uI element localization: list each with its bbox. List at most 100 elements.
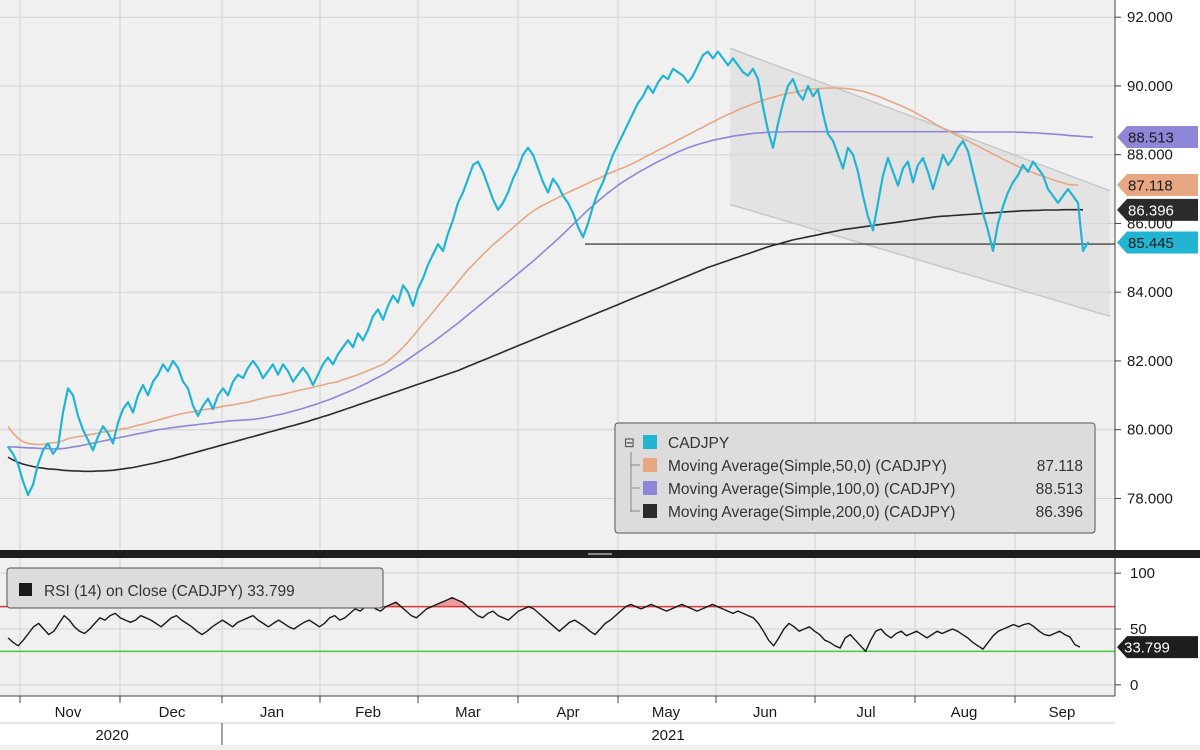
price-tag-label: 88.513: [1128, 130, 1174, 147]
price-point: [907, 160, 909, 163]
price-point: [1002, 205, 1004, 208]
price-point: [1047, 188, 1049, 190]
panel-divider-grip: [588, 553, 612, 555]
price-tick-label: 78.000: [1127, 490, 1173, 507]
price-point: [1072, 195, 1074, 197]
price-point: [1012, 181, 1014, 184]
price-point: [1057, 201, 1059, 204]
price-point: [462, 191, 464, 194]
price-point: [122, 408, 124, 410]
price-point: [912, 181, 914, 184]
price-point: [322, 363, 324, 366]
price-point: [497, 208, 499, 211]
price-point: [767, 129, 769, 132]
price-point: [977, 191, 979, 194]
price-point: [217, 394, 219, 397]
price-point: [1007, 191, 1009, 194]
price-point: [827, 133, 829, 135]
price-point: [617, 143, 619, 146]
price-point: [792, 78, 794, 80]
rsi-tick-label: 0: [1130, 677, 1138, 694]
price-point: [197, 415, 199, 417]
price-point: [902, 167, 904, 170]
price-point: [567, 201, 569, 204]
price-point: [657, 81, 659, 84]
price-point: [587, 222, 589, 225]
price-point: [1032, 160, 1034, 163]
price-point: [192, 404, 194, 407]
price-point: [387, 305, 389, 307]
price-point: [472, 164, 474, 166]
price-tag: 88.513: [1117, 126, 1198, 149]
price-point: [862, 195, 864, 197]
price-point: [1017, 174, 1019, 177]
descending-channel: [730, 48, 1110, 317]
legend-box: ⊟ CADJPY Moving Average(Simple,50,0) (CADJ…: [614, 422, 1096, 534]
price-point: [707, 50, 709, 53]
price-point: [607, 167, 609, 170]
price-point: [132, 411, 134, 414]
price-point: [507, 191, 509, 194]
price-point: [1052, 195, 1054, 197]
price-point: [982, 212, 984, 215]
legend-frame: [614, 422, 1096, 534]
month-label: Jul: [856, 704, 875, 721]
price-point: [337, 353, 339, 355]
price-point: [837, 153, 839, 156]
price-point: [377, 308, 379, 311]
price-point: [782, 102, 784, 105]
price-point: [927, 170, 929, 173]
legend-swatch: [643, 458, 657, 472]
price-point: [597, 191, 599, 194]
price-point: [262, 377, 264, 380]
legend-swatch: [643, 504, 657, 518]
year-label: 2021: [651, 727, 684, 744]
price-point: [527, 146, 529, 149]
price-point: [747, 74, 749, 77]
price-point: [82, 428, 84, 431]
price-point: [437, 243, 439, 245]
price-point: [942, 153, 944, 156]
price-point: [622, 133, 624, 135]
price-point: [847, 146, 849, 149]
price-point: [787, 85, 789, 87]
rsi-legend-label: RSI (14) on Close (CADJPY) 33.799: [44, 583, 295, 600]
price-point: [372, 315, 374, 318]
price-point: [117, 421, 119, 424]
price-point: [962, 140, 964, 142]
price-point: [892, 170, 894, 173]
price-tag-label: 85.445: [1128, 235, 1174, 252]
price-point: [987, 229, 989, 232]
price-point: [297, 373, 299, 376]
price-point: [662, 74, 664, 77]
price-point: [72, 394, 74, 397]
price-point: [107, 432, 109, 435]
legend-collapse-icon: ⊟: [624, 435, 635, 450]
price-point: [822, 112, 824, 115]
price-point: [647, 85, 649, 87]
price-point: [727, 64, 729, 67]
price-point: [887, 157, 889, 160]
moving-average-line-1: [7, 87, 1079, 446]
price-point: [67, 387, 69, 390]
price-point: [487, 184, 489, 187]
month-label: Aug: [951, 704, 978, 721]
legend-value: 88.513: [1036, 481, 1083, 498]
price-point: [1022, 164, 1024, 166]
price-point: [157, 373, 159, 376]
legend-label: Moving Average(Simple,200,0) (CADJPY): [668, 504, 955, 521]
price-point: [87, 439, 89, 441]
price-point: [77, 415, 79, 417]
price-point: [202, 404, 204, 407]
price-point: [957, 146, 959, 149]
price-point: [32, 483, 34, 486]
price-point: [467, 177, 469, 180]
price-point: [37, 463, 39, 465]
price-point: [807, 85, 809, 87]
price-point: [1062, 195, 1064, 197]
price-point: [722, 57, 724, 60]
price-tick-label: 84.000: [1127, 284, 1173, 301]
price-tick-label: 88.000: [1127, 147, 1173, 164]
price-tick-label: 82.000: [1127, 353, 1173, 370]
price-point: [552, 177, 554, 180]
